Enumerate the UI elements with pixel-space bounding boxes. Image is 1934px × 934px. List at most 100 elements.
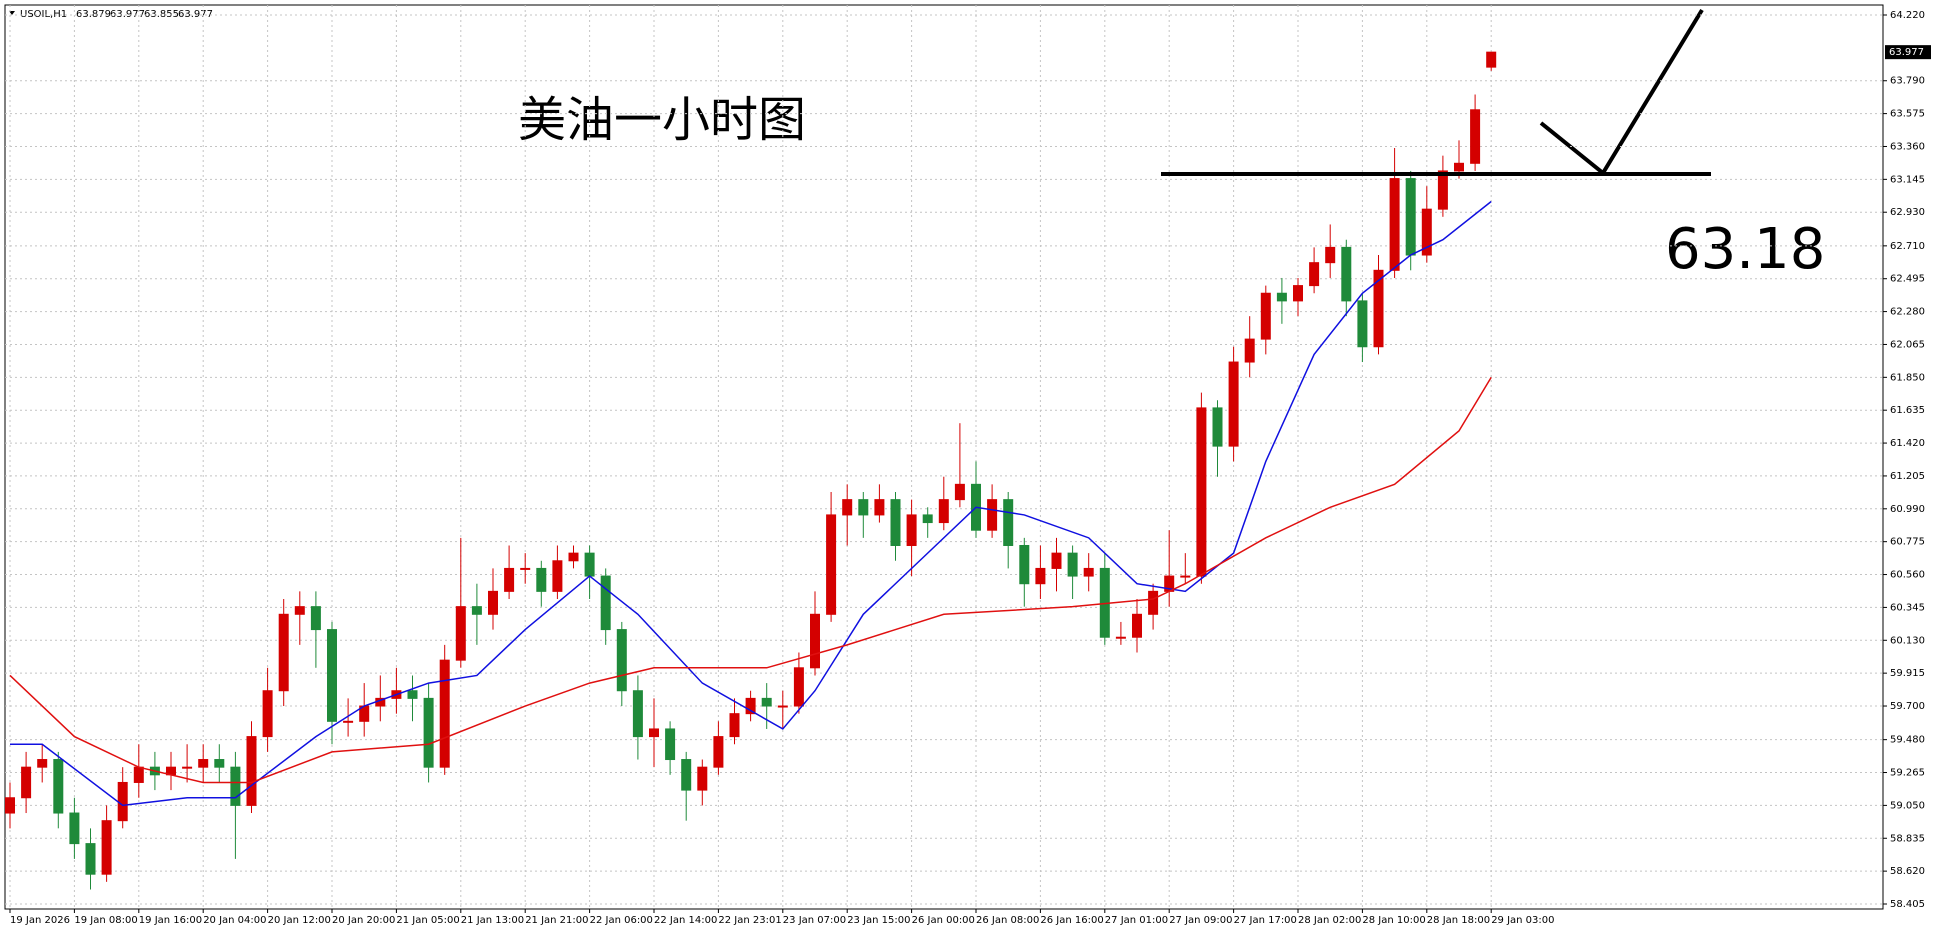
candle-body <box>1373 269 1384 348</box>
candle-body <box>101 820 112 875</box>
candle-body <box>713 736 724 768</box>
x-tick-label: 20 Jan 12:00 <box>268 915 331 926</box>
candle-body <box>1454 162 1464 172</box>
x-tick-label: 19 Jan 08:00 <box>74 915 137 926</box>
candle-body <box>117 781 128 822</box>
x-tick-label: 26 Jan 00:00 <box>912 915 975 926</box>
candle-body <box>568 552 579 562</box>
candle-body <box>536 567 547 592</box>
x-tick-label: 19 Jan 2026 <box>10 915 70 926</box>
candle-body <box>906 514 917 546</box>
candle-body <box>1276 292 1287 302</box>
open-label: 63.879 <box>76 9 111 20</box>
y-tick-label: 62.065 <box>1890 339 1925 350</box>
candle-body <box>729 713 740 738</box>
x-tick-label: 21 Jan 13:00 <box>461 915 524 926</box>
x-tick-label: 22 Jan 14:00 <box>654 915 717 926</box>
candle-body <box>1228 361 1239 447</box>
candle-body <box>1067 552 1078 577</box>
candle-body <box>1132 613 1142 638</box>
x-tick-label: 19 Jan 16:00 <box>139 915 202 926</box>
candle-body <box>890 499 901 546</box>
candle-body <box>262 690 273 738</box>
y-tick-label: 61.850 <box>1890 372 1925 383</box>
y-tick-label: 61.635 <box>1890 405 1925 416</box>
candle-body <box>294 606 305 615</box>
candle-body <box>777 705 788 708</box>
candle-body <box>455 606 466 661</box>
y-tick-label: 59.050 <box>1890 800 1925 811</box>
x-tick-label: 21 Jan 21:00 <box>525 915 588 926</box>
candle-body <box>1148 590 1159 615</box>
candle-body <box>649 728 659 738</box>
candle-body <box>69 812 80 845</box>
candle-body <box>1421 208 1432 256</box>
candle-body <box>810 613 820 669</box>
x-tick-label: 29 Jan 03:00 <box>1491 915 1554 926</box>
y-tick-label: 63.790 <box>1890 76 1925 87</box>
candle-body <box>343 720 354 723</box>
candle-body <box>230 766 241 806</box>
candle-body <box>278 613 289 692</box>
candle-body <box>1405 178 1416 256</box>
y-tick-label: 59.480 <box>1890 735 1925 746</box>
candle-body <box>5 797 15 814</box>
level-label: 63.18 <box>1665 217 1825 282</box>
candle-body <box>1003 499 1014 546</box>
candle-body <box>1470 109 1481 164</box>
candle-body <box>697 766 708 791</box>
y-tick-label: 60.345 <box>1890 602 1925 613</box>
x-tick-label: 27 Jan 09:00 <box>1169 915 1232 926</box>
x-tick-label: 23 Jan 07:00 <box>783 915 846 926</box>
y-tick-label: 62.710 <box>1890 241 1925 252</box>
x-tick-label: 22 Jan 06:00 <box>590 915 653 926</box>
candle-body <box>310 606 321 631</box>
candle-body <box>1437 170 1448 210</box>
symbol-label: USOIL,H1 <box>20 9 67 20</box>
candle-body <box>37 759 48 768</box>
candle-body <box>471 606 482 615</box>
y-tick-label: 60.990 <box>1890 504 1925 515</box>
candle-body <box>1357 300 1368 348</box>
candle-body <box>198 759 209 768</box>
x-tick-label: 23 Jan 15:00 <box>847 915 910 926</box>
y-tick-label: 58.620 <box>1890 866 1925 877</box>
x-tick-label: 26 Jan 16:00 <box>1040 915 1103 926</box>
candle-body <box>407 690 418 699</box>
candle-body <box>681 759 692 791</box>
candle-body <box>665 728 676 761</box>
candle-body <box>938 499 949 524</box>
x-tick-label: 28 Jan 02:00 <box>1298 915 1361 926</box>
candle-body <box>584 552 595 577</box>
candle-body <box>1180 575 1191 578</box>
y-tick-label: 60.560 <box>1890 570 1925 581</box>
y-tick-label: 63.575 <box>1890 109 1925 120</box>
candle-body <box>1341 246 1352 302</box>
price-box <box>1885 45 1931 60</box>
candle-body <box>85 843 96 875</box>
candle-body <box>600 575 611 631</box>
candle-body <box>133 766 144 783</box>
candle-body <box>182 766 193 769</box>
y-tick-label: 58.405 <box>1890 899 1925 910</box>
candle-body <box>1325 246 1336 264</box>
candle-body <box>53 759 64 814</box>
check-mark <box>1539 8 1704 176</box>
candle-body <box>1035 567 1046 585</box>
x-tick-label: 26 Jan 08:00 <box>976 915 1039 926</box>
candle-body <box>1115 636 1126 639</box>
candle-body <box>1051 552 1062 569</box>
y-tick-label: 61.205 <box>1890 471 1925 482</box>
y-tick-label: 62.495 <box>1890 274 1925 285</box>
y-tick-label: 64.220 <box>1890 10 1925 21</box>
candle-body <box>1244 338 1255 363</box>
candle-body <box>327 629 337 722</box>
candle-body <box>488 590 498 615</box>
candle-body <box>858 499 869 516</box>
x-tick-label: 20 Jan 04:00 <box>203 915 266 926</box>
candle-body <box>954 483 965 501</box>
annotation: 美油一小时图 <box>518 92 806 148</box>
candle-body <box>1260 292 1271 340</box>
candle-body <box>504 567 515 592</box>
y-tick-label: 63.145 <box>1890 174 1925 185</box>
